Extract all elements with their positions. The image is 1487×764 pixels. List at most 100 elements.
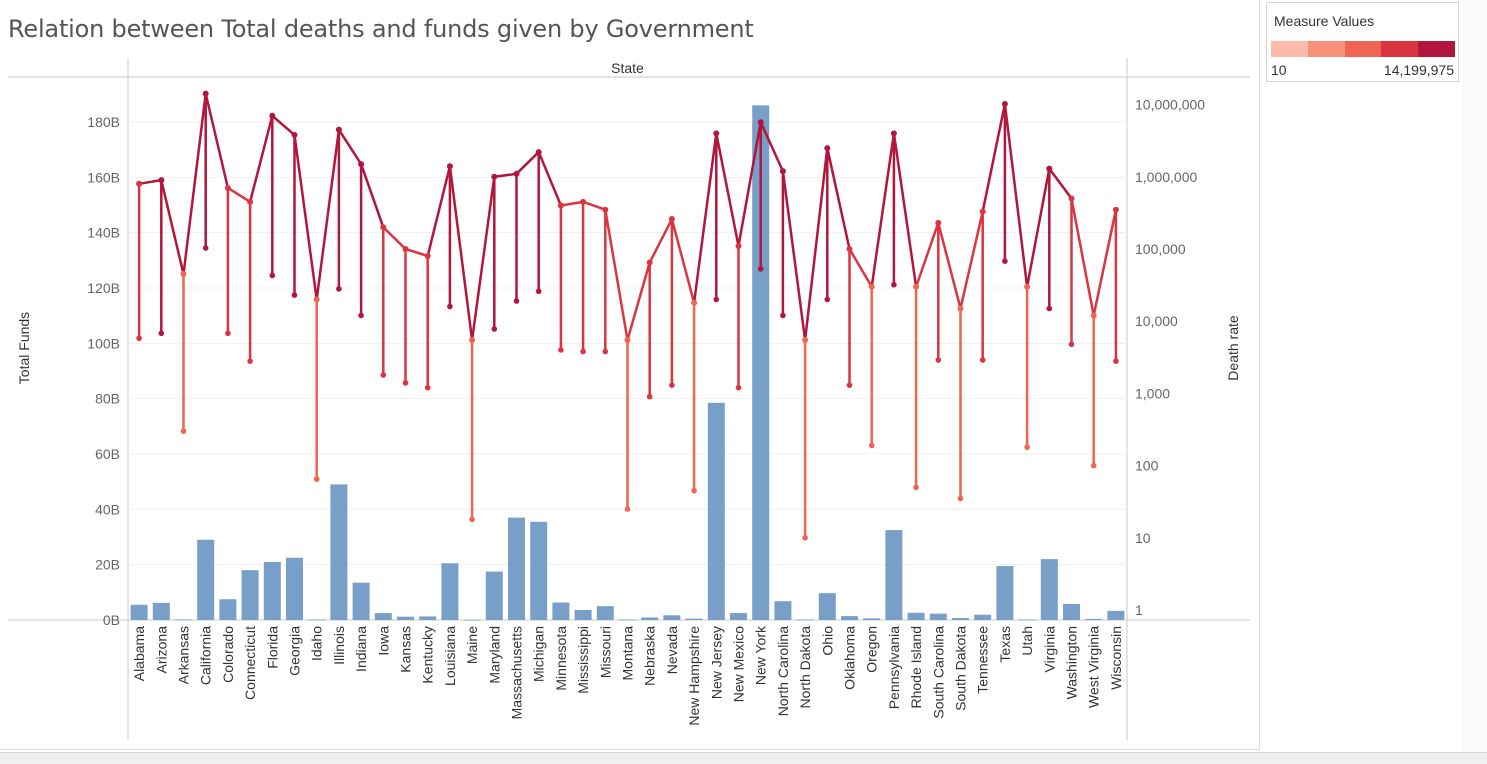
y-tick-label: 40B — [95, 501, 120, 517]
worksheet-panel: Relation between Total deaths and funds … — [0, 0, 1260, 750]
series-segment — [515, 150, 540, 176]
bar — [952, 618, 969, 620]
point-death-rate — [158, 330, 165, 337]
point-total-deaths — [1090, 312, 1097, 319]
x-tick-label: Iowa — [375, 626, 391, 656]
point-death-rate — [979, 357, 986, 363]
series-segment — [182, 92, 207, 276]
series-segment — [1003, 102, 1029, 289]
x-tick-label: Tennessee — [975, 626, 991, 694]
x-tick-label: Kansas — [398, 626, 414, 673]
x-tick-label: Idaho — [309, 626, 325, 661]
point-total-deaths — [136, 180, 143, 187]
point-total-deaths — [1024, 283, 1031, 290]
point-death-rate — [780, 312, 786, 319]
point-death-rate — [624, 506, 631, 512]
x-tick-label: West Virginia — [1086, 626, 1102, 708]
y-tick-label: 160B — [87, 169, 120, 185]
point-total-deaths — [513, 170, 520, 177]
legend-swatch-1 — [1271, 41, 1308, 57]
bar — [663, 615, 681, 620]
bar — [197, 539, 215, 620]
series-segment — [1025, 167, 1051, 289]
x-tick-label: Kentucky — [420, 626, 436, 684]
bar — [596, 606, 614, 620]
x-tick-label: Oregon — [864, 626, 880, 673]
point-total-deaths — [779, 168, 786, 175]
point-death-rate — [868, 442, 875, 449]
series-segment — [1070, 197, 1095, 317]
y-tick-label: 120B — [87, 280, 120, 296]
bar — [1085, 618, 1103, 620]
bar — [796, 619, 814, 621]
point-total-deaths — [202, 90, 209, 97]
point-death-rate — [313, 476, 320, 482]
point-total-deaths — [846, 246, 853, 252]
bar — [818, 593, 836, 620]
legend-swatch-2 — [1307, 41, 1345, 57]
legend-swatch-3 — [1344, 41, 1382, 57]
point-total-deaths — [291, 131, 298, 138]
point-total-deaths — [335, 126, 342, 133]
bar — [397, 616, 414, 620]
bar — [1063, 603, 1080, 620]
point-death-rate — [291, 292, 298, 298]
point-death-rate — [1090, 462, 1097, 469]
bar — [996, 566, 1014, 620]
x-tick-label: Arizona — [153, 626, 169, 674]
x-tick-label: Illinois — [331, 626, 347, 665]
y2-axis-title: Death rate — [1225, 315, 1241, 381]
sheet-tabs-strip[interactable] — [0, 752, 1487, 764]
point-total-deaths — [802, 336, 809, 343]
x-tick-label: Minnesota — [553, 626, 569, 691]
point-death-rate — [1002, 258, 1008, 264]
point-total-deaths — [757, 119, 764, 126]
x-tick-label: New Mexico — [731, 626, 747, 702]
bar — [863, 618, 881, 620]
series-segment — [626, 261, 651, 342]
x-tick-label: Utah — [1019, 626, 1035, 656]
x-tick-label: Massachusetts — [509, 626, 525, 719]
x-tick-label: New York — [753, 625, 769, 685]
bar — [463, 619, 481, 621]
series-segment — [359, 162, 385, 229]
x-tick-label: Indiana — [353, 626, 369, 672]
series-segment — [559, 200, 585, 207]
point-total-deaths — [247, 198, 254, 205]
point-death-rate — [891, 281, 897, 288]
point-total-deaths — [713, 130, 720, 137]
series-segment — [826, 146, 851, 251]
x-tick-label: Connecticut — [242, 626, 258, 700]
point-total-deaths — [668, 216, 675, 223]
x-tick-label: Ohio — [819, 626, 835, 656]
series-segment — [137, 178, 163, 186]
bar — [530, 521, 548, 620]
bar — [286, 557, 303, 620]
point-death-rate — [513, 298, 520, 304]
bar — [974, 614, 992, 620]
point-total-deaths — [624, 336, 631, 343]
point-total-deaths — [380, 224, 387, 231]
x-tick-label: Michigan — [531, 626, 547, 682]
series-segment — [914, 221, 940, 289]
y-tick-label: 60B — [95, 446, 120, 462]
legend-title: Measure Values — [1274, 13, 1375, 29]
bar — [619, 619, 636, 621]
point-death-rate — [802, 535, 808, 541]
point-death-rate — [691, 487, 697, 494]
point-total-deaths — [868, 283, 875, 290]
x-tick-label: South Dakota — [953, 626, 969, 711]
chart: State 0B 20B 40B 60B 80B 100B 120B 140B 160B 180B 1… — [8, 58, 1250, 740]
point-death-rate — [735, 384, 742, 391]
point-total-deaths — [979, 208, 986, 215]
bar — [508, 517, 525, 620]
color-legend[interactable]: Measure Values 10 14,199,975 — [1266, 2, 1459, 82]
bar — [419, 616, 437, 620]
y-tick-label: 180B — [87, 114, 120, 130]
series-segment — [1048, 167, 1073, 200]
x-tick-label: New Jersey — [708, 626, 724, 699]
series-segment — [581, 200, 607, 211]
point-total-deaths — [180, 271, 187, 278]
y2-tick-label: 1,000 — [1135, 385, 1170, 401]
series-segment — [803, 146, 829, 342]
